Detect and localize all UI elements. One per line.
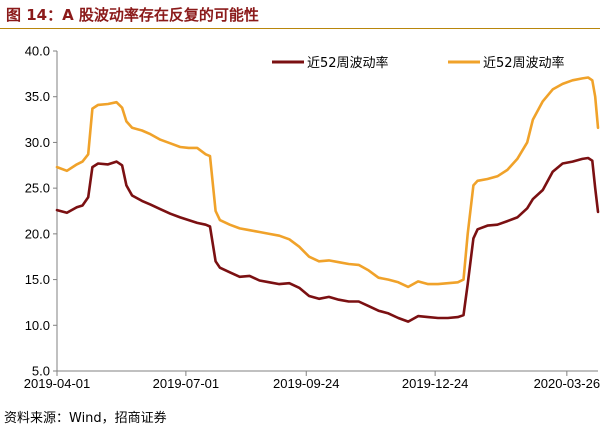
y-tick-label: 15.0: [25, 272, 50, 287]
y-tick-label: 40.0: [25, 44, 50, 59]
series-layer: [55, 76, 600, 323]
source-note: 资料来源：Wind，招商证券: [4, 411, 167, 426]
x-tick-label: 2020-03-26: [534, 376, 600, 391]
x-tick-label: 2019-07-01: [153, 376, 220, 391]
axes: 5.0 10.0 15.0 20.0 25.0 30.0 35.0 40.0 2019-04-0…: [24, 44, 600, 392]
legend-label-1: 近52周波动率: [307, 55, 389, 71]
series-line-1: [55, 156, 600, 323]
x-tick-label: 2019-04-01: [24, 376, 91, 391]
y-tick-label: 35.0: [25, 89, 50, 104]
y-tick-label: 10.0: [25, 318, 50, 333]
line-chart: 5.0 10.0 15.0 20.0 25.0 30.0 35.0 40.0 2019-04-0…: [24, 44, 600, 392]
legend: 近52周波动率 近52周波动率: [272, 55, 565, 71]
y-tick-label: 20.0: [25, 226, 50, 241]
x-tick-label: 2019-09-24: [273, 376, 340, 391]
series-line-2: [55, 76, 600, 289]
title-rule: [0, 28, 600, 29]
chart-title: 图 14：A 股波动率存在反复的可能性: [6, 6, 259, 24]
x-tick-label: 2019-12-24: [402, 376, 469, 391]
y-tick-label: 30.0: [25, 135, 50, 150]
y-tick-label: 5.0: [32, 364, 50, 379]
legend-label-2: 近52周波动率: [483, 55, 565, 71]
y-tick-label: 25.0: [25, 181, 50, 196]
